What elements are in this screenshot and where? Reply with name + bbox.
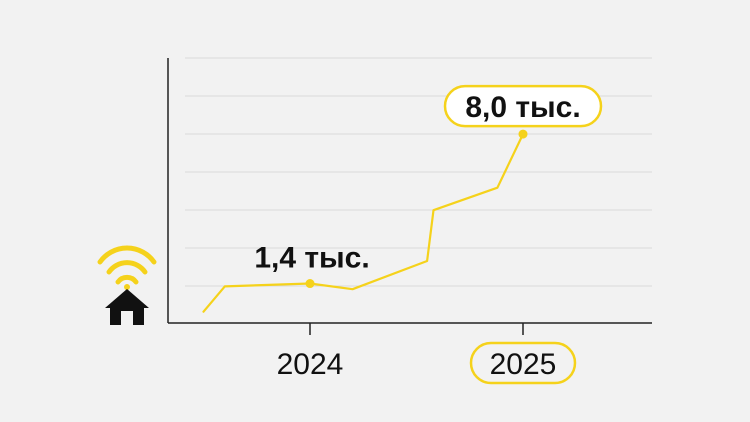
series-line [202, 133, 525, 313]
home-wifi-icon [97, 245, 157, 325]
x-tick-label: 2025 [490, 348, 557, 381]
wifi-waves [97, 245, 157, 285]
data-point [518, 129, 528, 139]
value-label-highlight [443, 84, 603, 128]
annotations: 1,4 тыс. 8,0 тыс. [254, 84, 603, 289]
x-ticks: 2024 2025 [277, 323, 577, 385]
value-label: 1,4 тыс. [254, 242, 369, 275]
x-tick-label: 2024 [277, 348, 344, 381]
series [202, 133, 525, 313]
value-label: 8,0 тыс. [465, 91, 580, 124]
x-tick-highlight [469, 341, 577, 385]
house-shape [105, 289, 149, 325]
data-point [305, 279, 315, 289]
